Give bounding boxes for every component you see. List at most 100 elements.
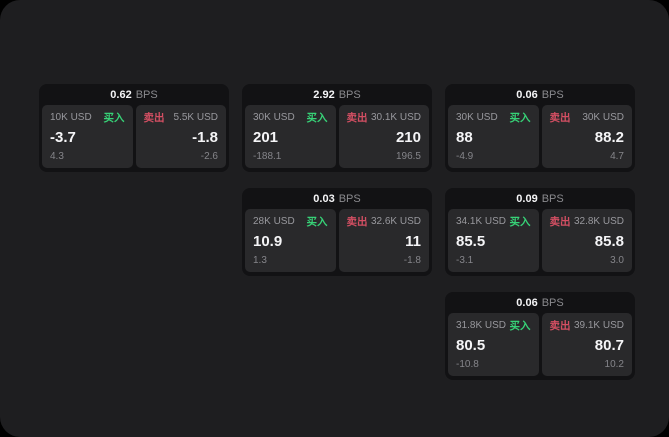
sell-label: 卖出 bbox=[549, 216, 571, 228]
quote-card: 2.92 BPS 30K USD 买入 201 -188.1 卖出 30.1K … bbox=[242, 84, 432, 172]
buy-sub-value: -10.8 bbox=[456, 359, 479, 370]
sell-sub-value: 10.2 bbox=[604, 359, 624, 370]
sell-tile[interactable]: 卖出 32.8K USD 85.8 3.0 bbox=[541, 209, 632, 272]
bps-unit-label: BPS bbox=[541, 192, 564, 205]
bps-value: 0.62 bbox=[110, 88, 132, 101]
sell-sub-value: -2.6 bbox=[200, 151, 218, 162]
buy-label: 买入 bbox=[509, 216, 531, 228]
buy-amount: 30K USD bbox=[253, 112, 295, 123]
sell-tile[interactable]: 卖出 30.1K USD 210 196.5 bbox=[338, 105, 429, 168]
sell-main-value: 11 bbox=[405, 233, 421, 250]
buy-sub-value: -188.1 bbox=[253, 151, 282, 162]
buy-sub-value: -4.9 bbox=[456, 151, 474, 162]
buy-main-value: 85.5 bbox=[456, 233, 486, 250]
sell-sub-value: 196.5 bbox=[395, 151, 421, 162]
sell-sub-value: -1.8 bbox=[403, 255, 421, 266]
bps-value: 0.06 bbox=[516, 88, 538, 101]
quote-card: 0.06 BPS 31.8K USD 买入 80.5 -10.8 卖出 39.1… bbox=[445, 292, 635, 380]
sell-tile-top-row: 卖出 32.6K USD bbox=[347, 216, 422, 228]
quote-card-body: 28K USD 买入 10.9 1.3 卖出 32.6K USD 11 -1.8 bbox=[245, 209, 429, 272]
buy-tile-top-row: 34.1K USD 买入 bbox=[456, 216, 531, 228]
sell-tile[interactable]: 卖出 32.6K USD 11 -1.8 bbox=[338, 209, 429, 272]
sell-amount: 30.1K USD bbox=[370, 112, 421, 123]
buy-amount: 10K USD bbox=[50, 112, 92, 123]
bps-unit-label: BPS bbox=[541, 296, 564, 309]
bps-header: 0.06 BPS bbox=[448, 84, 632, 105]
sell-tile[interactable]: 卖出 30K USD 88.2 4.7 bbox=[541, 105, 632, 168]
sell-tile[interactable]: 卖出 5.5K USD -1.8 -2.6 bbox=[135, 105, 226, 168]
bps-unit-label: BPS bbox=[338, 88, 361, 101]
buy-amount: 28K USD bbox=[253, 216, 295, 227]
sell-main-value: 88.2 bbox=[594, 129, 624, 146]
sell-amount: 32.6K USD bbox=[370, 216, 421, 227]
sell-amount: 5.5K USD bbox=[173, 112, 218, 123]
buy-sub-value: -3.1 bbox=[456, 255, 474, 266]
buy-tile-top-row: 30K USD 买入 bbox=[253, 112, 328, 124]
buy-main-value: 88 bbox=[456, 129, 473, 146]
quote-card: 0.62 BPS 10K USD 买入 -3.7 4.3 卖出 5.5K USD bbox=[39, 84, 229, 172]
bps-header: 0.06 BPS bbox=[448, 292, 632, 313]
sell-tile-top-row: 卖出 30K USD bbox=[550, 112, 625, 124]
sell-sub-value: 3.0 bbox=[610, 255, 624, 266]
sell-amount: 32.8K USD bbox=[573, 216, 624, 227]
bps-value: 2.92 bbox=[313, 88, 335, 101]
sell-main-value: 210 bbox=[395, 129, 421, 146]
sell-main-value: 85.8 bbox=[594, 233, 624, 250]
bps-header: 0.62 BPS bbox=[42, 84, 226, 105]
sell-main-value: -1.8 bbox=[192, 129, 218, 146]
bps-header: 0.03 BPS bbox=[245, 188, 429, 209]
bps-value: 0.09 bbox=[516, 192, 538, 205]
sell-label: 卖出 bbox=[346, 216, 368, 228]
buy-label: 买入 bbox=[509, 320, 531, 332]
quote-card: 0.06 BPS 30K USD 买入 88 -4.9 卖出 30K USD bbox=[445, 84, 635, 172]
buy-tile[interactable]: 31.8K USD 买入 80.5 -10.8 bbox=[448, 313, 539, 376]
buy-label: 买入 bbox=[306, 216, 328, 228]
buy-tile[interactable]: 30K USD 买入 88 -4.9 bbox=[448, 105, 539, 168]
buy-tile-top-row: 30K USD 买入 bbox=[456, 112, 531, 124]
bps-value: 0.03 bbox=[313, 192, 335, 205]
buy-sub-value: 1.3 bbox=[253, 255, 267, 266]
buy-amount: 34.1K USD bbox=[456, 216, 507, 227]
buy-main-value: 201 bbox=[253, 129, 279, 146]
buy-sub-value: 4.3 bbox=[50, 151, 64, 162]
quote-card-body: 30K USD 买入 201 -188.1 卖出 30.1K USD 210 1… bbox=[245, 105, 429, 168]
buy-label: 买入 bbox=[103, 112, 125, 124]
sell-tile-top-row: 卖出 32.8K USD bbox=[550, 216, 625, 228]
sell-label: 卖出 bbox=[549, 112, 571, 124]
buy-main-value: -3.7 bbox=[50, 129, 76, 146]
buy-tile-top-row: 28K USD 买入 bbox=[253, 216, 328, 228]
quote-card-body: 30K USD 买入 88 -4.9 卖出 30K USD 88.2 4.7 bbox=[448, 105, 632, 168]
quote-card-grid: 0.62 BPS 10K USD 买入 -3.7 4.3 卖出 5.5K USD bbox=[39, 84, 635, 380]
buy-tile[interactable]: 28K USD 买入 10.9 1.3 bbox=[245, 209, 336, 272]
buy-label: 买入 bbox=[306, 112, 328, 124]
quote-card-body: 34.1K USD 买入 85.5 -3.1 卖出 32.8K USD 85.8… bbox=[448, 209, 632, 272]
bps-unit-label: BPS bbox=[541, 88, 564, 101]
quote-card: 0.03 BPS 28K USD 买入 10.9 1.3 卖出 32.6K US… bbox=[242, 188, 432, 276]
sell-tile-top-row: 卖出 39.1K USD bbox=[550, 320, 625, 332]
bps-header: 2.92 BPS bbox=[245, 84, 429, 105]
sell-label: 卖出 bbox=[143, 112, 165, 124]
quote-card-body: 31.8K USD 买入 80.5 -10.8 卖出 39.1K USD 80.… bbox=[448, 313, 632, 376]
buy-amount: 31.8K USD bbox=[456, 320, 507, 331]
bps-unit-label: BPS bbox=[135, 88, 158, 101]
sell-amount: 30K USD bbox=[582, 112, 624, 123]
quote-card: 0.09 BPS 34.1K USD 买入 85.5 -3.1 卖出 32.8K… bbox=[445, 188, 635, 276]
sell-main-value: 80.7 bbox=[594, 337, 624, 354]
sell-amount: 39.1K USD bbox=[573, 320, 624, 331]
buy-tile[interactable]: 34.1K USD 买入 85.5 -3.1 bbox=[448, 209, 539, 272]
bps-value: 0.06 bbox=[516, 296, 538, 309]
buy-main-value: 10.9 bbox=[253, 233, 283, 250]
buy-tile[interactable]: 10K USD 买入 -3.7 4.3 bbox=[42, 105, 133, 168]
sell-tile[interactable]: 卖出 39.1K USD 80.7 10.2 bbox=[541, 313, 632, 376]
buy-tile-top-row: 31.8K USD 买入 bbox=[456, 320, 531, 332]
sell-tile-top-row: 卖出 5.5K USD bbox=[144, 112, 219, 124]
quote-card-body: 10K USD 买入 -3.7 4.3 卖出 5.5K USD -1.8 -2.… bbox=[42, 105, 226, 168]
buy-amount: 30K USD bbox=[456, 112, 498, 123]
buy-label: 买入 bbox=[509, 112, 531, 124]
sell-sub-value: 4.7 bbox=[610, 151, 624, 162]
bps-header: 0.09 BPS bbox=[448, 188, 632, 209]
bps-unit-label: BPS bbox=[338, 192, 361, 205]
buy-tile[interactable]: 30K USD 买入 201 -188.1 bbox=[245, 105, 336, 168]
buy-tile-top-row: 10K USD 买入 bbox=[50, 112, 125, 124]
